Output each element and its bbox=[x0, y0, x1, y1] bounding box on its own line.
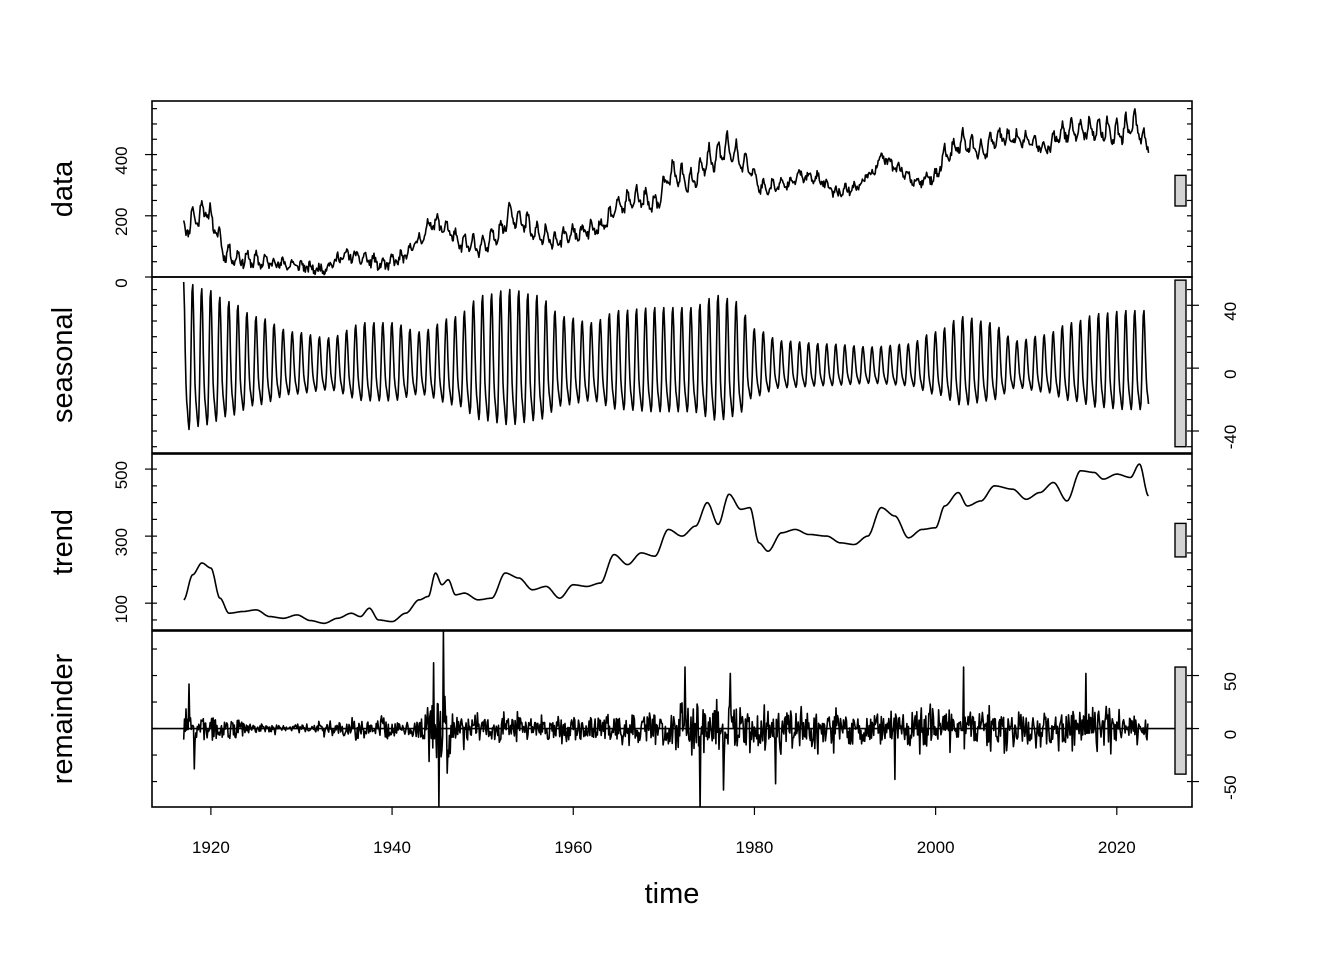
y-tick-label-data: 0 bbox=[112, 278, 131, 287]
panel-data: 0 200 400 data bbox=[47, 100, 1193, 288]
y-tick-label-trend: 500 bbox=[112, 461, 131, 489]
panel-frame-seasonal bbox=[151, 276, 1193, 454]
scale-bar-remainder bbox=[1174, 666, 1187, 775]
y-tick-label-data: 200 bbox=[112, 208, 131, 236]
y-tick-label-remainder: 0 bbox=[1221, 730, 1240, 739]
y-tick-label-trend: 300 bbox=[112, 528, 131, 556]
panel-remainder: -50 0 50 remainder bbox=[47, 630, 1240, 808]
x-tick-label: 2020 bbox=[1098, 838, 1136, 857]
series-line-remainder bbox=[182, 631, 1149, 807]
panel-frame-remainder bbox=[151, 630, 1193, 808]
series-line-trend bbox=[183, 463, 1150, 625]
panel-frame-trend bbox=[151, 453, 1193, 631]
panel-label-seasonal: seasonal bbox=[47, 307, 79, 423]
y-tick-label-seasonal: 40 bbox=[1221, 302, 1240, 321]
y-tick-label-data: 400 bbox=[112, 146, 131, 174]
panels-layer: 0200400data-40040seasonal100300500trend-… bbox=[47, 100, 1240, 808]
y-tick-label-seasonal: -40 bbox=[1221, 425, 1240, 450]
x-tick-label: 1980 bbox=[736, 838, 774, 857]
y-tick-label-seasonal: 0 bbox=[1221, 369, 1240, 378]
scale-bar-seasonal bbox=[1174, 279, 1187, 448]
x-tick-label: 2000 bbox=[917, 838, 955, 857]
panel-label-trend: trend bbox=[47, 509, 79, 575]
scale-bar-trend bbox=[1174, 522, 1187, 558]
y-tick-label-trend: 100 bbox=[112, 595, 131, 623]
panel-trend: 100 300 500 trend bbox=[47, 453, 1193, 631]
y-tick-label-remainder: 50 bbox=[1221, 672, 1240, 691]
x-tick-label: 1940 bbox=[373, 838, 411, 857]
panel-frame-data bbox=[151, 100, 1193, 278]
x-axis-title: time bbox=[645, 878, 700, 910]
series-line-data bbox=[182, 108, 1150, 276]
panel-label-remainder: remainder bbox=[47, 653, 79, 784]
x-axis: 1920 1940 1960 1980 2000 2020 bbox=[192, 807, 1136, 857]
panel-label-data: data bbox=[47, 160, 79, 217]
y-tick-label-remainder: -50 bbox=[1221, 775, 1240, 800]
scale-bar-data bbox=[1174, 174, 1187, 207]
x-tick-label: 1960 bbox=[554, 838, 592, 857]
panel-seasonal: -40 0 40 seasonal bbox=[47, 276, 1240, 454]
series-line-seasonal bbox=[182, 281, 1150, 431]
x-tick-label: 1920 bbox=[192, 838, 230, 857]
